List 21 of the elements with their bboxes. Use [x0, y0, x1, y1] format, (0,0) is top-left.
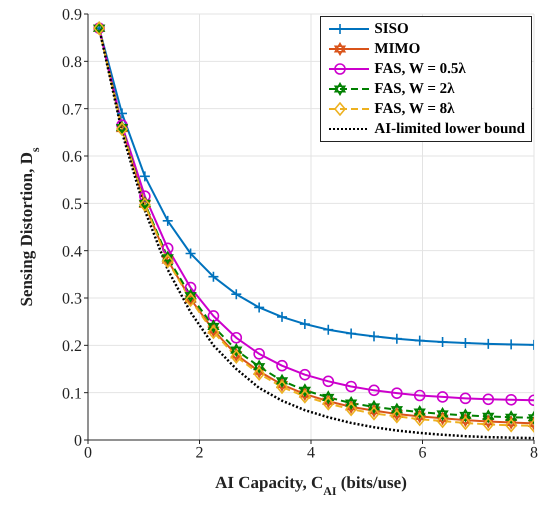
y-tick-label: 0.7 — [62, 101, 82, 118]
legend-label: FAS, W = 8λ — [374, 100, 455, 118]
y-tick-label: 0.1 — [62, 385, 82, 402]
legend-label: FAS, W = 0.5λ — [374, 60, 466, 78]
legend-label: MIMO — [374, 40, 420, 58]
legend-label: AI-limited lower bound — [374, 120, 525, 138]
legend-label: FAS, W = 2λ — [374, 80, 455, 98]
y-tick-label: 0 — [74, 432, 82, 450]
y-tick-label: 0.4 — [62, 243, 82, 260]
x-tick-label: 4 — [307, 444, 315, 462]
x-tick-label: 8 — [530, 444, 538, 462]
x-tick-label: 6 — [418, 444, 426, 462]
x-tick-label: 2 — [196, 444, 204, 462]
y-tick-label: 0.8 — [62, 54, 82, 72]
y-tick-label: 0.5 — [62, 196, 82, 214]
y-tick-label: 0.6 — [62, 148, 82, 166]
y-tick-label: 0.9 — [62, 6, 82, 24]
x-axis-title: AI Capacity, C$_{AI}$ (bits/use) — [215, 473, 407, 498]
y-tick-label: 0.2 — [62, 338, 82, 356]
legend-label: SISO — [374, 20, 409, 38]
y-tick-label: 0.3 — [62, 290, 82, 308]
